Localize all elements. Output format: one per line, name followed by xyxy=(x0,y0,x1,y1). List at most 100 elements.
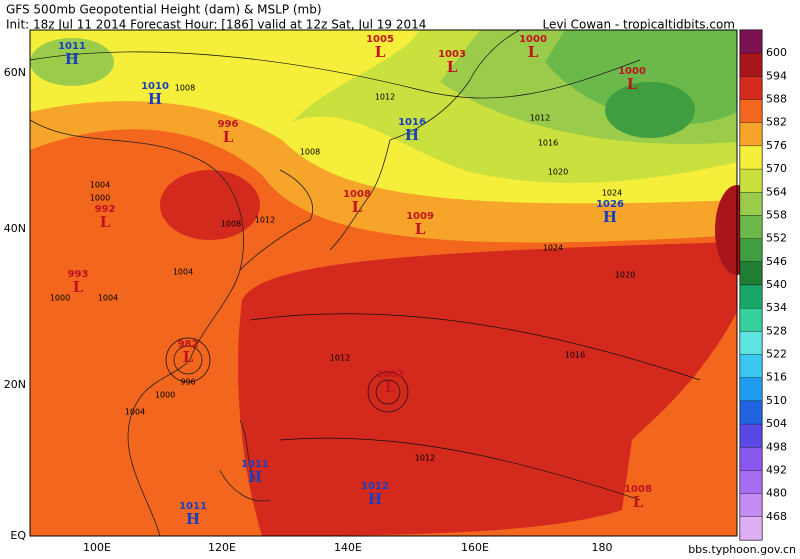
contour-label: 1016 xyxy=(538,139,558,148)
colorbar-swatch xyxy=(739,99,763,123)
pressure-value: 1000 xyxy=(519,34,547,45)
colorbar-label: 492 xyxy=(766,463,787,476)
latitude-label: EQ xyxy=(10,529,26,542)
longitude-label: 140E xyxy=(334,541,362,554)
subtitle: Init: 18z Jul 11 2014 Forecast Hour: [18… xyxy=(6,18,426,32)
pressure-value: 1000 xyxy=(618,66,646,77)
pressure-value: 1008 xyxy=(343,189,371,200)
map-frame xyxy=(29,29,738,537)
contour-label: 1000 xyxy=(50,294,70,303)
pressure-center: H xyxy=(368,490,382,508)
pressure-center: H xyxy=(603,208,617,226)
colorbar-swatch xyxy=(739,331,763,355)
longitude-label: 120E xyxy=(208,541,236,554)
pressure-center: L xyxy=(528,43,539,61)
colorbar-swatch xyxy=(739,447,763,471)
contour-label: 1004 xyxy=(98,294,118,303)
contour-label: 1016 xyxy=(565,351,585,360)
colorbar-label: 504 xyxy=(766,417,787,430)
contour-label: 1012 xyxy=(330,354,350,363)
contour-label: 1004 xyxy=(173,268,193,277)
pressure-value: 1011 xyxy=(241,459,269,470)
colorbar-label: 528 xyxy=(766,324,787,337)
pressure-value: 1016 xyxy=(398,117,426,128)
colorbar-swatch xyxy=(739,516,763,541)
pressure-value: 1010 xyxy=(141,81,169,92)
contour-label: 1012 xyxy=(255,216,275,225)
pressure-value: 1009 xyxy=(406,211,434,222)
field-558 xyxy=(30,38,114,86)
contour-label: 996 xyxy=(180,378,195,387)
pressure-value: 993 xyxy=(68,269,89,280)
latitude-label: 40N xyxy=(4,222,26,235)
contour-label: 1000 xyxy=(155,391,175,400)
pressure-value: 992 xyxy=(95,204,116,215)
colorbar-swatch xyxy=(739,284,763,309)
pressure-center: H xyxy=(148,90,162,108)
longitude-label: 160E xyxy=(461,541,489,554)
contour-label: 1020 xyxy=(615,271,635,280)
pressure-center: H xyxy=(405,126,419,144)
pressure-center: L xyxy=(100,213,111,231)
colorbar-label: 594 xyxy=(766,69,787,82)
colorbar-label: 564 xyxy=(766,185,787,198)
watermark: bbs.typhoon.gov.cn xyxy=(688,543,796,556)
pressure-value: 1011 xyxy=(58,41,86,52)
pressure-center: L xyxy=(223,128,234,146)
coastlines xyxy=(29,29,701,537)
colorbar-label: 498 xyxy=(766,440,787,453)
colorbar-label: 522 xyxy=(766,348,787,361)
colorbar-swatch xyxy=(739,168,763,193)
pressure-center: H xyxy=(186,510,200,528)
contour-label: 1012 xyxy=(415,454,435,463)
colorbar-label: 570 xyxy=(766,162,787,175)
pressure-center: L xyxy=(352,198,363,216)
contour-label: 1004 xyxy=(90,181,110,190)
pressure-center: H xyxy=(65,50,79,68)
contour-label: 1008 xyxy=(221,220,241,229)
colorbar-label: 552 xyxy=(766,232,787,245)
colorbar-swatch xyxy=(739,122,763,147)
colorbar-swatch xyxy=(739,215,763,239)
field-546 xyxy=(605,82,695,138)
latitude-label: 20N xyxy=(4,378,26,391)
contour-label: 1024 xyxy=(602,189,622,198)
title: GFS 500mb Geopotential Height (dam) & MS… xyxy=(6,3,322,17)
colorbar-label: 534 xyxy=(766,301,787,314)
pressure-center: L xyxy=(627,75,638,93)
pressure-value: 1002 xyxy=(376,369,404,380)
colorbar-swatch xyxy=(739,493,763,517)
colorbar-swatch xyxy=(739,470,763,494)
colorbar-label: 468 xyxy=(766,510,787,523)
pressure-center: L xyxy=(183,348,194,366)
pressure-center: L xyxy=(415,220,426,238)
contour-label: 1008 xyxy=(175,84,195,93)
pressure-value: 1003 xyxy=(438,49,466,60)
colorbar-swatch xyxy=(739,145,763,170)
pressure-value: 1005 xyxy=(366,34,394,45)
pressure-value: 982 xyxy=(178,339,199,350)
colorbar-swatch xyxy=(739,29,763,54)
colorbar-swatch xyxy=(739,400,763,425)
height-field xyxy=(30,30,759,536)
contour-label: 1004 xyxy=(125,408,145,417)
colorbar-swatch xyxy=(739,238,763,262)
pressure-center: L xyxy=(633,493,644,511)
contour-label: 1024 xyxy=(543,244,563,253)
pressure-center: H xyxy=(248,468,262,486)
contour-label: 1012 xyxy=(530,114,550,123)
colorbar-swatch xyxy=(739,354,763,378)
credit: Levi Cowan - tropicaltidbits.com xyxy=(542,18,735,32)
colorbar-swatch xyxy=(739,308,763,332)
colorbar-label: 582 xyxy=(766,116,787,129)
pressure-value: 1026 xyxy=(596,199,624,210)
longitude-label: 100E xyxy=(83,541,111,554)
pressure-center: L xyxy=(447,58,458,76)
colorbar-label: 480 xyxy=(766,487,787,500)
contour-label: 1008 xyxy=(300,148,320,157)
colorbar-label: 576 xyxy=(766,139,787,152)
colorbar-swatch xyxy=(739,423,763,448)
contour-label: 1020 xyxy=(548,168,568,177)
